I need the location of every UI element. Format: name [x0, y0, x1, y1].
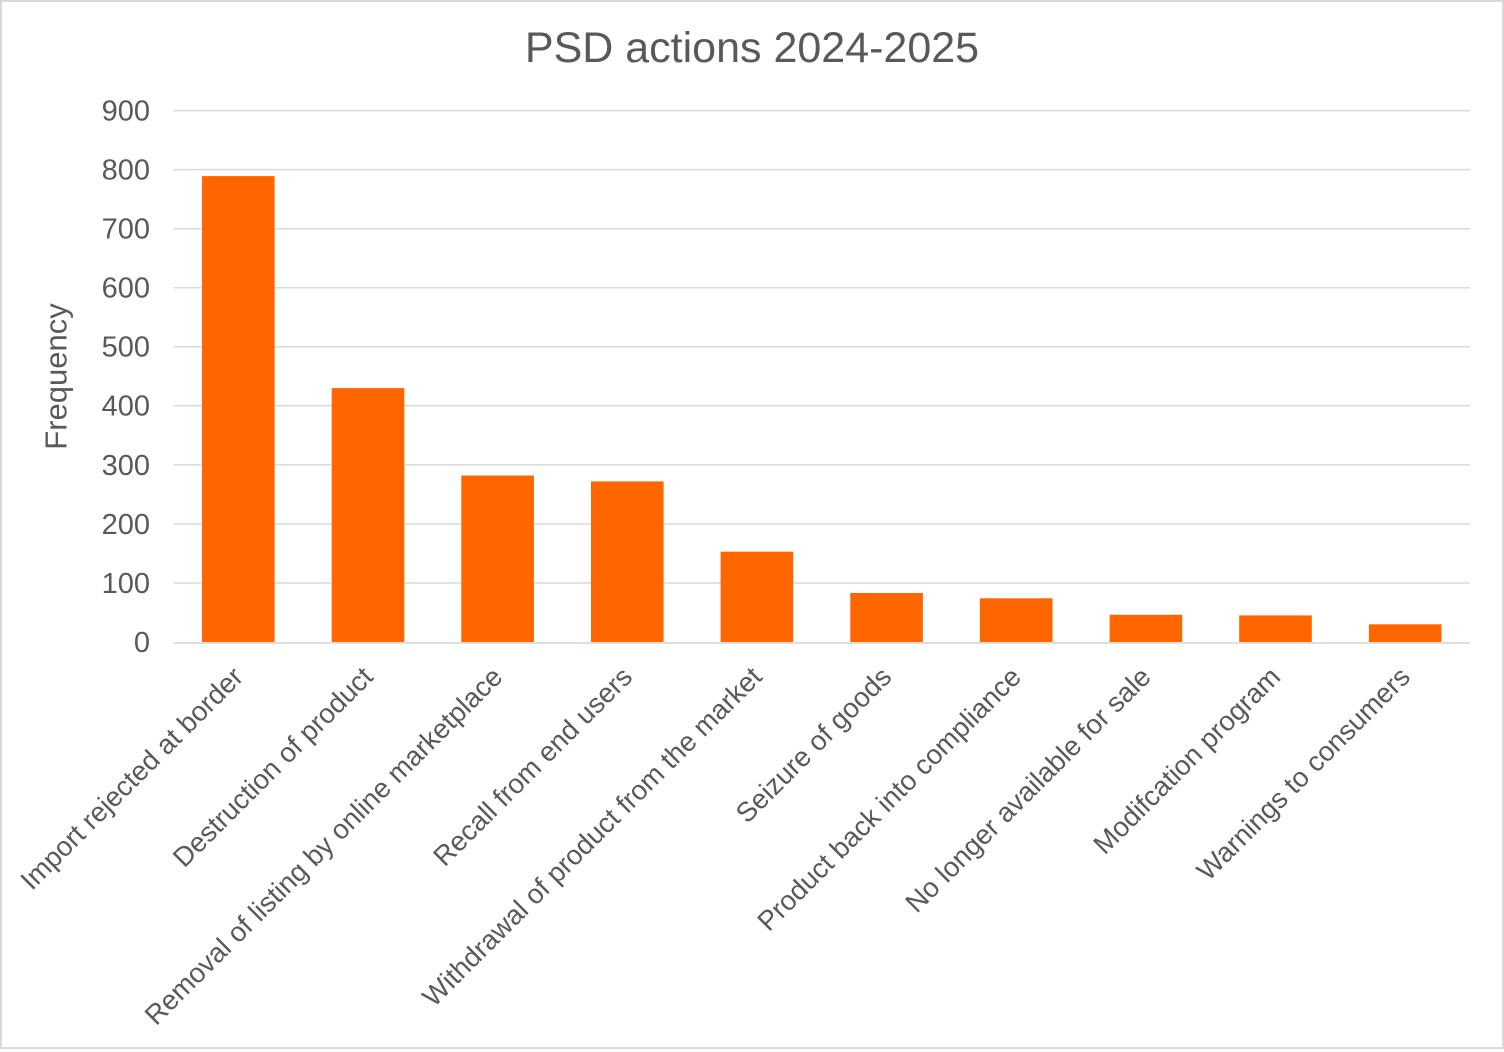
- svg-text:500: 500: [102, 332, 150, 364]
- svg-text:300: 300: [102, 450, 150, 482]
- svg-text:0: 0: [134, 627, 150, 659]
- svg-text:Import rejected at border: Import rejected at border: [14, 661, 249, 896]
- svg-text:900: 900: [102, 96, 150, 128]
- svg-text:700: 700: [102, 214, 150, 246]
- svg-text:400: 400: [102, 391, 150, 423]
- svg-text:100: 100: [102, 568, 150, 600]
- svg-text:600: 600: [102, 273, 150, 305]
- svg-text:200: 200: [102, 509, 150, 541]
- svg-text:PSD actions 2024-2025: PSD actions 2024-2025: [525, 24, 979, 72]
- svg-text:No longer available for sale: No longer available for sale: [899, 661, 1157, 919]
- svg-text:800: 800: [102, 155, 150, 187]
- svg-text:Frequency: Frequency: [39, 303, 74, 450]
- svg-text:Warnings to consumers: Warnings to consumers: [1190, 661, 1415, 886]
- svg-text:Product back into compliance: Product back into compliance: [751, 661, 1027, 937]
